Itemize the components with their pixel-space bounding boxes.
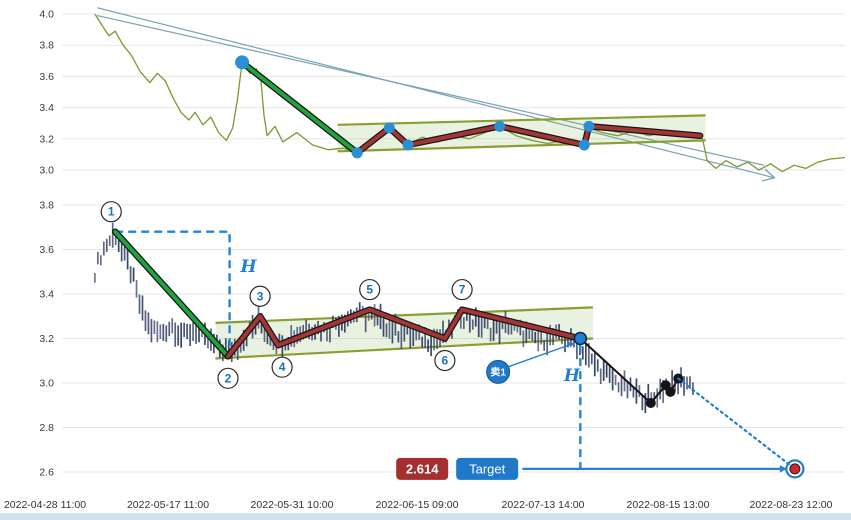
x-tick-label: 2022-08-15 13:00 <box>626 499 710 511</box>
y-tick-label: 3.0 <box>39 165 54 177</box>
pivot-dot <box>583 120 595 132</box>
x-tick-label: 2022-06-15 09:00 <box>375 499 459 511</box>
x-tick-label: 2022-05-31 10:00 <box>250 499 334 511</box>
impulse-line <box>113 229 230 359</box>
pivot-number-label: 5 <box>366 283 373 297</box>
x-tick-label: 2022-08-23 12:00 <box>749 499 833 511</box>
y-tick-label: 2.8 <box>39 422 54 434</box>
zigzag-line <box>226 307 583 359</box>
x-tick-label: 2022-05-17 11:00 <box>126 499 210 511</box>
projection-dotted-line <box>677 377 796 470</box>
channel-bottom-line <box>337 139 706 153</box>
pivot-dot <box>494 120 506 132</box>
pivot-number-label: 2 <box>225 371 232 385</box>
pivot-number-circle <box>249 285 271 307</box>
y-tick-label: 3.0 <box>39 378 54 390</box>
sell-badge <box>486 359 511 384</box>
y-tick-label: 3.8 <box>39 200 54 212</box>
detail-chart[interactable]: 3.8 3.6 3.4 3.2 3.0 2.8 2.6 H H 卖1 1 2 3 4 5 6 7 2.614 Tar… <box>0 190 851 502</box>
y-tick-label: 3.6 <box>39 71 54 83</box>
impulse-line <box>240 60 360 155</box>
target-point-dot <box>789 463 801 475</box>
channel-top-line <box>215 306 593 324</box>
pivot-dot <box>383 122 395 134</box>
sell-arrow-line <box>507 342 574 368</box>
h-label-2: H <box>563 366 581 386</box>
pivot-dot <box>578 139 590 151</box>
trend-channel-line <box>97 14 765 166</box>
y-tick-label: 3.2 <box>39 333 54 345</box>
bottom-strip <box>0 513 851 520</box>
target-badge-text: Target <box>469 461 506 476</box>
pivot-number-circle <box>217 367 239 389</box>
y-tick-label: 3.6 <box>39 244 54 256</box>
y-tick-label: 3.4 <box>39 289 54 301</box>
pivot-number-label: 4 <box>279 360 286 374</box>
pivot-number-circle <box>359 278 381 301</box>
swing-dot <box>665 386 676 397</box>
pivot-dot <box>402 139 414 151</box>
trend-arrow-head <box>761 168 776 182</box>
target-point-ring <box>785 459 805 479</box>
pivot-number-label: 6 <box>442 354 449 368</box>
target-value-badge <box>396 457 449 480</box>
trend-channel-line <box>97 7 775 179</box>
pivot-number-label: 3 <box>257 289 264 303</box>
target-value-text: 2.614 <box>406 461 439 476</box>
sell-point-dot <box>573 331 588 346</box>
pivot-number-label: 7 <box>459 283 466 297</box>
pivot-dot <box>351 147 363 159</box>
channel-top-line <box>337 114 706 126</box>
y-tick-label: 3.8 <box>39 40 54 52</box>
x-tick-label: 2022-07-13 14:00 <box>501 499 585 511</box>
pivot-number-label: 1 <box>108 205 115 219</box>
x-tick-label: 2022-04-28 11:00 <box>3 499 87 511</box>
pivot-number-circle <box>451 278 473 301</box>
overview-chart[interactable]: 4.0 3.8 3.6 3.4 3.2 3.0 <box>0 0 851 190</box>
y-tick-label: 2.6 <box>39 467 54 479</box>
pivot-number-circle <box>100 201 122 223</box>
h-label-1: H <box>240 257 258 277</box>
x-axis: 2022-04-28 11:00 2022-05-17 11:00 2022-05-… <box>0 499 851 513</box>
sell-badge-label: 卖1 <box>490 365 506 378</box>
y-tick-label: 3.2 <box>39 133 54 145</box>
target-arrow-head <box>779 465 787 473</box>
channel-bottom-line <box>215 337 593 360</box>
pivot-number-circle <box>434 349 456 372</box>
sell-arrow-head <box>568 342 575 348</box>
swing-dot <box>645 398 656 409</box>
y-tick-label: 3.4 <box>39 102 54 114</box>
target-badge <box>456 457 519 480</box>
y-tick-label: 4.0 <box>39 9 54 21</box>
pivot-dot <box>235 55 250 70</box>
pivot-number-circle <box>271 356 293 378</box>
